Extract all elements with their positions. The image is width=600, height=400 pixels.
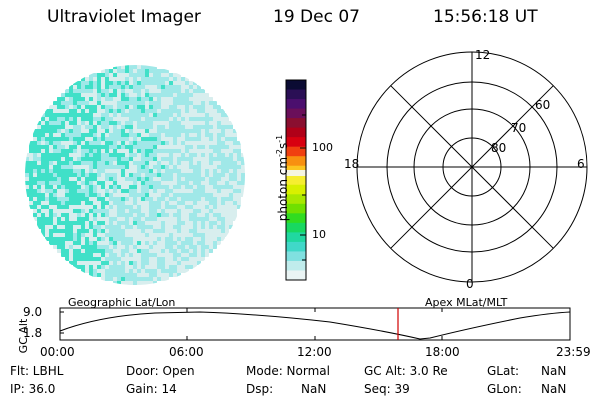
timeline-label-apex: Apex MLat/MLT [425, 296, 508, 309]
status-glon-label: GLon: [487, 382, 522, 396]
status-door: Door: Open [126, 364, 195, 378]
time-label: 15:56:18 UT [433, 7, 538, 27]
timeline-x-tick-0600: 06:00 [169, 345, 204, 359]
timeline-y-tick-1-8: 1.8 [23, 326, 43, 340]
colorbar-segment [286, 127, 306, 138]
colorbar-segment [286, 194, 306, 205]
status-ip: IP: 36.0 [10, 382, 56, 396]
colorbar-segment [286, 156, 306, 167]
colorbar-segment [286, 89, 306, 100]
status-dsp-value: NaN [301, 382, 327, 396]
status-glat-value: NaN [541, 364, 567, 378]
colorbar-segment [286, 232, 306, 243]
status-filter: Flt: LBHL [10, 364, 64, 378]
mlt-label-18: 18 [344, 157, 360, 171]
status-gain: Gain: 14 [126, 382, 177, 396]
colorbar-segment [286, 80, 306, 91]
lat-label-70: 70 [511, 121, 527, 135]
altitude-curve [59, 311, 571, 340]
colorbar-tick-10: 10 [312, 228, 326, 241]
colorbar-segment [286, 241, 306, 252]
status-dsp-label: Dsp: [246, 382, 274, 396]
colorbar-segment [286, 270, 306, 281]
instrument-title: Ultraviolet Imager [47, 7, 201, 27]
status-glat-label: GLat: [487, 364, 520, 378]
colorbar-segment [286, 170, 306, 176]
colorbar-segment [286, 118, 306, 129]
colorbar-segment [286, 175, 306, 186]
timeline-x-tick-1200: 12:00 [297, 345, 332, 359]
timeline-label-geographic: Geographic Lat/Lon [68, 296, 176, 309]
colorbar-segment [286, 108, 306, 119]
colorbar-segment [286, 99, 306, 110]
mlt-label-6: 6 [577, 157, 585, 171]
lat-label-60: 60 [535, 98, 551, 112]
status-mode: Mode: Normal [246, 364, 330, 378]
timeline-y-tick-9: 9.0 [23, 305, 43, 319]
mlt-label-12: 12 [475, 48, 491, 62]
colorbar-segment [286, 222, 306, 233]
lat-label-80: 80 [491, 141, 507, 155]
status-seq: Seq: 39 [364, 382, 410, 396]
colorbar-segment [286, 260, 306, 271]
globe-pixels [25, 65, 245, 285]
colorbar-segment [286, 184, 306, 195]
colorbar-segment [286, 213, 306, 224]
date-label: 19 Dec 07 [273, 7, 360, 27]
status-gc-alt: GC Alt: 3.0 Re [364, 364, 448, 378]
colorbar-segment [286, 146, 306, 157]
timeline-x-tick-1800: 18:00 [425, 345, 460, 359]
colorbar-tick-100: 100 [312, 141, 333, 154]
mlt-label-0: 0 [466, 277, 474, 291]
status-glon-value: NaN [541, 382, 567, 396]
timeline-x-tick-2359: 23:59 [556, 345, 591, 359]
timeline-x-tick-0000: 00:00 [40, 345, 75, 359]
colorbar-segment [286, 251, 306, 262]
colorbar-segment [286, 137, 306, 148]
colorbar-segment [286, 203, 306, 214]
